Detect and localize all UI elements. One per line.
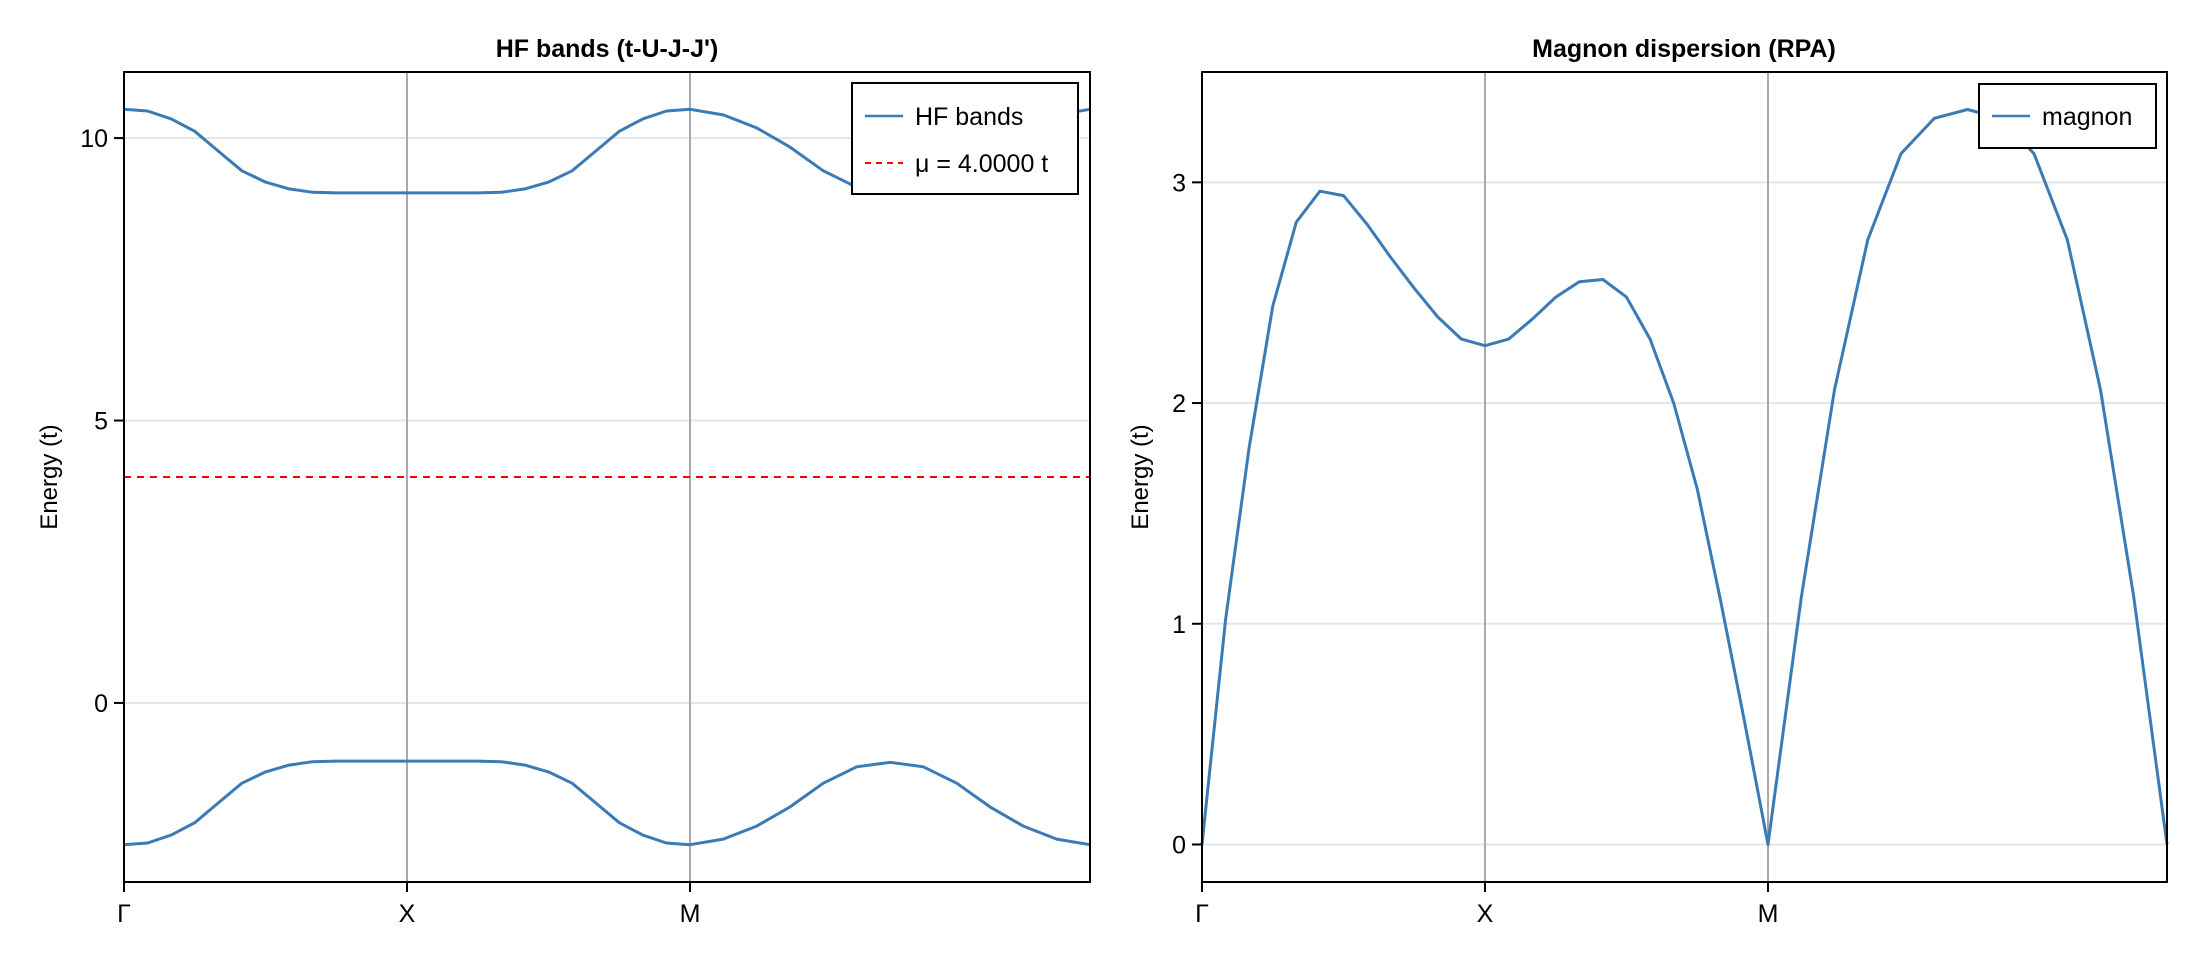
legend: HF bands μ = 4.0000 t	[851, 82, 1079, 195]
y-tick-label: 0	[94, 690, 108, 718]
y-axis-label: Energy (t)	[1127, 424, 1154, 529]
axis-frame	[1201, 71, 2168, 883]
magnon-dispersion-plot: Magnon dispersion (RPA) 0 1 2 3 Γ X M Energy …	[1127, 35, 2169, 928]
plot-title: HF bands (t-U-J-J')	[496, 35, 719, 63]
x-tick-label-Γ: Γ	[117, 900, 131, 928]
legend-label-hf-bands: HF bands	[915, 103, 1023, 131]
x-tick-label-M: M	[680, 900, 701, 928]
x-tick-label-X: X	[1477, 900, 1494, 928]
x-tick-label-Γ: Γ	[1195, 900, 1209, 928]
y-tick-label: 3	[1172, 169, 1186, 197]
y-tick-label: 5	[94, 408, 108, 436]
magnon-series	[1200, 108, 2169, 846]
grid-lines	[124, 137, 1090, 704]
series-line	[123, 759, 1091, 847]
y-axis-label: Energy (t)	[36, 424, 63, 529]
series-line	[1200, 108, 2169, 846]
legend-box	[851, 82, 1079, 195]
y-tick-label: 0	[1172, 831, 1186, 859]
x-tick-label-X: X	[399, 900, 416, 928]
high-symmetry-lines	[1484, 72, 1769, 882]
grid-lines	[1202, 181, 2167, 846]
x-tick-label-M: M	[1758, 900, 1779, 928]
y-tick-label: 10	[80, 125, 108, 153]
legend-label-mu: μ = 4.0000 t	[915, 150, 1048, 178]
y-tick-label: 2	[1172, 390, 1186, 418]
y-axis-ticks: 0 1 2 3	[1172, 169, 1202, 859]
plot-title: Magnon dispersion (RPA)	[1532, 35, 1836, 63]
y-axis-ticks: 0 5 10	[80, 125, 124, 718]
y-tick-label: 1	[1172, 611, 1186, 639]
legend-label-magnon: magnon	[2042, 103, 2132, 131]
band-series	[123, 107, 1091, 847]
axis-frame	[123, 71, 1091, 883]
legend: magnon	[1978, 83, 2157, 149]
